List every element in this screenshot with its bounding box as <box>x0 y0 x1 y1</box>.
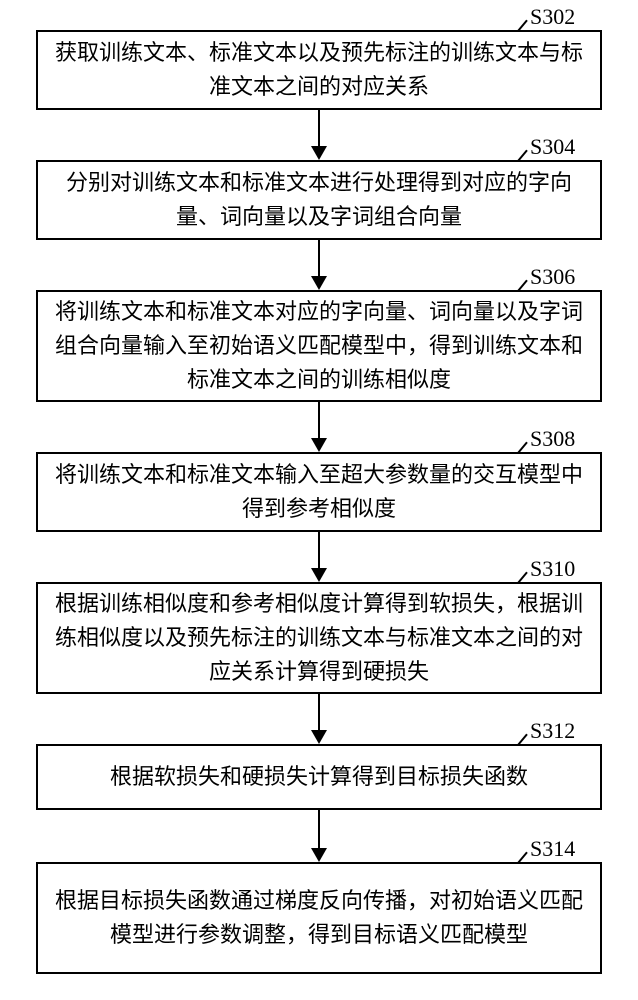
flowchart-node-s306: 将训练文本和标准文本对应的字向量、词向量以及字词组合向量输入至初始语义匹配模型中… <box>36 290 602 402</box>
flowchart-node-s310: 根据训练相似度和参考相似度计算得到软损失，根据训练相似度以及预先标注的训练文本与… <box>36 582 602 694</box>
step-label-s308: S308 <box>530 426 575 452</box>
step-label-s310: S310 <box>530 556 575 582</box>
node-text: 将训练文本和标准文本输入至超大参数量的交互模型中得到参考相似度 <box>52 458 586 526</box>
flowchart-node-s314: 根据目标损失函数通过梯度反向传播，对初始语义匹配模型进行参数调整，得到目标语义匹… <box>36 862 602 974</box>
node-text: 根据目标损失函数通过梯度反向传播，对初始语义匹配模型进行参数调整，得到目标语义匹… <box>52 884 586 952</box>
node-text: 根据训练相似度和参考相似度计算得到软损失，根据训练相似度以及预先标注的训练文本与… <box>52 587 586 689</box>
step-label-s306: S306 <box>530 264 575 290</box>
node-text: 分别对训练文本和标准文本进行处理得到对应的字向量、词向量以及字词组合向量 <box>52 166 586 234</box>
node-text: 将训练文本和标准文本对应的字向量、词向量以及字词组合向量输入至初始语义匹配模型中… <box>52 295 586 397</box>
step-label-s304: S304 <box>530 134 575 160</box>
step-label-s302: S302 <box>530 4 575 30</box>
flowchart-node-s308: 将训练文本和标准文本输入至超大参数量的交互模型中得到参考相似度 <box>36 452 602 532</box>
flowchart-node-s304: 分别对训练文本和标准文本进行处理得到对应的字向量、词向量以及字词组合向量 <box>36 160 602 240</box>
node-text: 获取训练文本、标准文本以及预先标注的训练文本与标准文本之间的对应关系 <box>52 36 586 104</box>
flowchart-node-s302: 获取训练文本、标准文本以及预先标注的训练文本与标准文本之间的对应关系 <box>36 30 602 110</box>
flowchart-node-s312: 根据软损失和硬损失计算得到目标损失函数 <box>36 744 602 810</box>
step-label-s314: S314 <box>530 836 575 862</box>
step-label-s312: S312 <box>530 718 575 744</box>
node-text: 根据软损失和硬损失计算得到目标损失函数 <box>52 760 586 794</box>
flowchart-canvas: 获取训练文本、标准文本以及预先标注的训练文本与标准文本之间的对应关系 S302 分别… <box>0 0 638 1000</box>
